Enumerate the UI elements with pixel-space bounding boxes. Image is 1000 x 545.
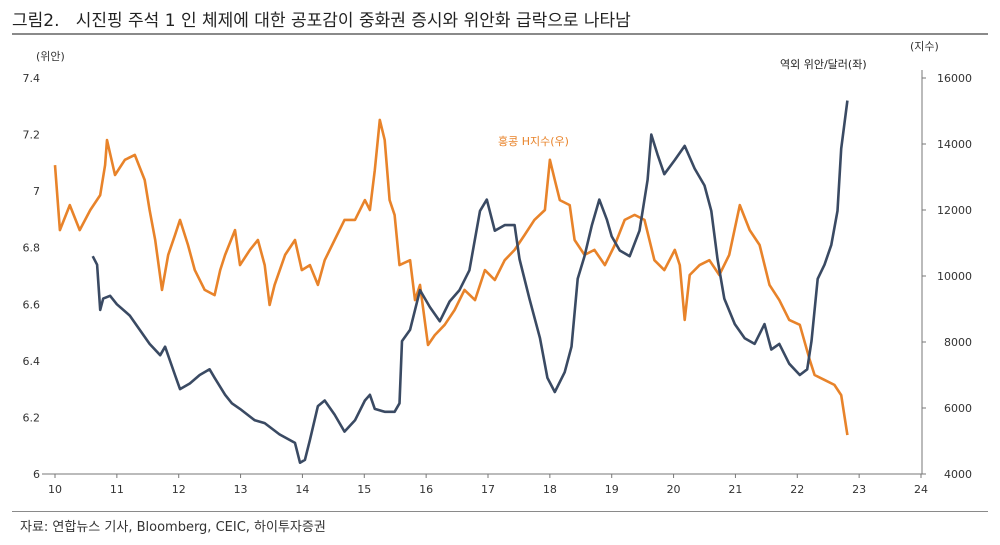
x-tick-label: 12 (172, 483, 186, 496)
y-right-tick-label: 6000 (944, 402, 972, 415)
y-left-tick-label: 6.4 (23, 355, 41, 368)
y-right-tick-label: 4000 (944, 468, 972, 481)
x-tick-label: 15 (357, 483, 371, 496)
x-tick-label: 23 (852, 483, 866, 496)
x-tick-label: 10 (48, 483, 62, 496)
x-tick-label: 21 (728, 483, 742, 496)
source-note: 자료: 연합뉴스 기사, Bloomberg, CEIC, 하이투자증권 (20, 520, 326, 535)
x-tick-label: 20 (667, 483, 681, 496)
y-left-unit: (위안) (36, 50, 65, 63)
series-line-hang-seng-h (53, 118, 849, 436)
y-left-tick-label: 6.8 (23, 242, 41, 255)
y-right-tick-label: 12000 (937, 204, 972, 217)
y-right-tick-label: 10000 (937, 270, 972, 283)
x-tick-label: 13 (234, 483, 248, 496)
y-right-tick-label: 8000 (944, 336, 972, 349)
y-right-unit: (지수) (910, 40, 939, 53)
figure-title: 그림2. 시진핑 주석 1 인 체제에 대한 공포감이 중화권 증시와 위안화 … (12, 11, 631, 31)
x-tick-label: 17 (481, 483, 495, 496)
y-left-tick-label: 6.6 (23, 298, 41, 311)
y-left-tick-label: 7.2 (23, 129, 41, 142)
series-line-cny-usd (91, 100, 849, 464)
x-tick-label: 24 (914, 483, 928, 496)
y-left-tick-label: 6 (33, 468, 40, 481)
x-tick-label: 18 (543, 483, 557, 496)
source-divider (12, 511, 988, 512)
y-left-tick-label: 7 (33, 185, 40, 198)
y-left-tick-label: 6.2 (23, 411, 41, 424)
legend-label-hsi: 홍콩 H지수(우) (498, 134, 569, 148)
y-left-tick-label: 7.4 (23, 72, 41, 85)
y-right-tick-label: 14000 (937, 138, 972, 151)
x-tick-label: 11 (110, 483, 124, 496)
legend-label-cny: 역외 위안/달러(좌) (780, 58, 867, 71)
x-tick-label: 19 (605, 483, 619, 496)
x-tick-label: 16 (419, 483, 433, 496)
x-tick-label: 14 (295, 483, 309, 496)
y-right-tick-label: 16000 (937, 72, 972, 85)
x-tick-label: 22 (790, 483, 804, 496)
title-divider (12, 33, 988, 35)
